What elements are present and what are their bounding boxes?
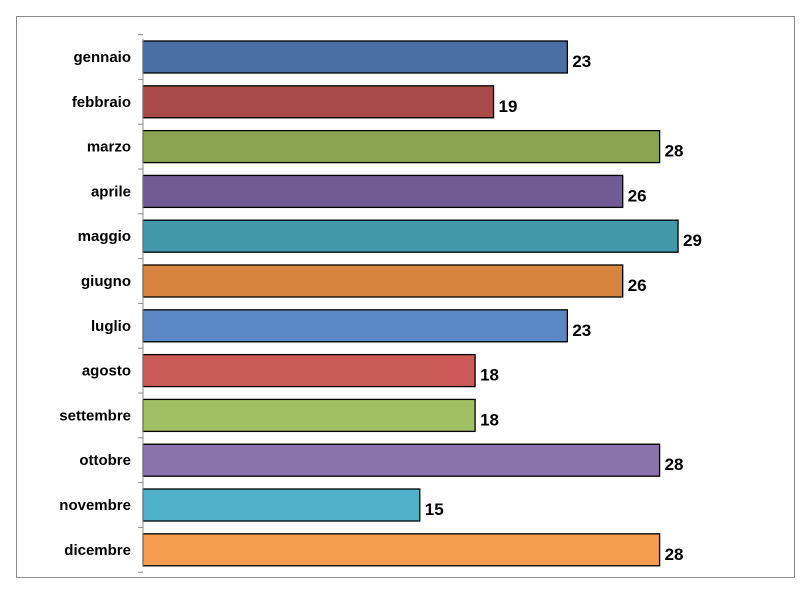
data-label-giugno: 26: [628, 276, 647, 295]
category-label-maggio: maggio: [78, 228, 131, 245]
bar-luglio: [142, 309, 569, 343]
data-label-marzo: 28: [665, 142, 684, 161]
bar-settembre: [142, 398, 476, 433]
category-label-novembre: novembre: [59, 497, 131, 514]
data-label-settembre: 18: [480, 410, 499, 429]
y-axis-ticks: [138, 34, 143, 573]
bar-febbraio: [142, 85, 495, 119]
category-label-agosto: agosto: [82, 363, 131, 380]
bar-gennaio: [142, 40, 569, 74]
bar-maggio: [142, 219, 679, 253]
category-label-ottobre: ottobre: [79, 452, 131, 469]
chart-frame: gennaio febbraio marzo aprile maggio giugno lu…: [16, 16, 795, 578]
bar-giugno: [142, 264, 624, 298]
bar-ottobre: [142, 443, 661, 477]
data-labels: 23 19 28 26 29 26 23 18 18 28 15 28: [425, 52, 702, 564]
data-label-febbraio: 19: [499, 97, 518, 116]
category-label-marzo: marzo: [87, 139, 131, 156]
data-label-maggio: 29: [683, 231, 702, 250]
data-label-novembre: 15: [425, 500, 444, 519]
bar-novembre: [142, 488, 421, 522]
category-label-luglio: luglio: [91, 318, 131, 335]
category-label-gennaio: gennaio: [73, 49, 131, 66]
bar-marzo: [142, 129, 661, 164]
data-label-luglio: 23: [572, 321, 591, 340]
category-label-aprile: aprile: [91, 183, 131, 200]
category-label-dicembre: dicembre: [64, 542, 131, 559]
bar-dicembre: [142, 533, 661, 567]
category-label-febbraio: febbraio: [72, 94, 131, 111]
data-label-dicembre: 28: [665, 545, 684, 564]
category-label-settembre: settembre: [59, 407, 131, 424]
bar-chart: gennaio febbraio marzo aprile maggio giugno lu…: [59, 34, 702, 573]
category-labels: gennaio febbraio marzo aprile maggio giugno lu…: [59, 49, 131, 559]
category-label-giugno: giugno: [81, 273, 131, 290]
bar-agosto: [142, 353, 476, 388]
bar-aprile: [142, 174, 624, 209]
data-label-aprile: 26: [628, 186, 647, 205]
data-label-agosto: 18: [480, 366, 499, 385]
data-label-ottobre: 28: [665, 455, 684, 474]
bars-layer: [142, 40, 679, 567]
data-label-gennaio: 23: [572, 52, 591, 71]
